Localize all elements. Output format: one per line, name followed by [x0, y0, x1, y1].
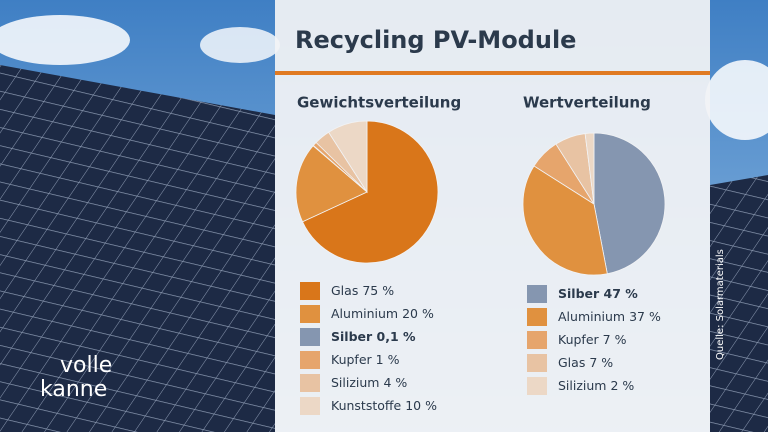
legend-label: Glas 7 % [558, 355, 613, 370]
chart-title: Gewichtsverteilung [297, 94, 461, 112]
legend-swatch [300, 351, 320, 369]
pie-slice [301, 120, 439, 264]
legend-name: Silizium [558, 378, 607, 393]
legend-label: Aluminium 37 % [558, 309, 661, 324]
legend-label: Kunststoffe 10 % [331, 398, 437, 413]
cloud [200, 27, 280, 63]
legend-value: 7 % [603, 332, 627, 347]
legend-value: 7 % [589, 355, 613, 370]
legend-value: 37 % [629, 309, 661, 324]
legend-label: Kupfer 1 % [331, 352, 400, 367]
legend-value: 20 % [402, 306, 434, 321]
legend-swatch [527, 285, 547, 303]
legend-swatch [527, 377, 547, 395]
legend-label: Aluminium 20 % [331, 306, 434, 321]
logo: volle [60, 353, 112, 378]
legend-name: Kupfer [331, 352, 373, 367]
legend-name: Kunststoffe [331, 398, 402, 413]
pie-slice [522, 165, 608, 276]
legend-label: Silizium 4 % [331, 375, 407, 390]
legend-name: Silber [331, 329, 373, 344]
legend-label: Glas 75 % [331, 283, 394, 298]
solar-panels [0, 65, 275, 432]
legend-label: Silizium 2 % [558, 378, 634, 393]
legend-value: 1 % [376, 352, 400, 367]
legend-name: Aluminium [558, 309, 625, 324]
legend-value: 2 % [610, 378, 634, 393]
legend-name: Silizium [331, 375, 380, 390]
legend-value: 75 % [362, 283, 394, 298]
legend-value: 4 % [383, 375, 407, 390]
cloud [0, 15, 130, 65]
chart-title: Wertverteilung [523, 94, 651, 112]
legend-swatch [300, 305, 320, 323]
cloud [705, 60, 768, 140]
pie-slice [328, 120, 368, 194]
pie-slice [295, 145, 368, 223]
charts: Gewichtsverteilung Glas 75 % Aluminium 20 … [295, 94, 666, 415]
legend-name: Glas [331, 283, 358, 298]
legend-value: 0,1 % [377, 329, 416, 344]
legend-swatch [527, 308, 547, 326]
legend-label: Kupfer 7 % [558, 332, 627, 347]
source: Quelle: Solarmaterials [715, 249, 726, 360]
legend-label: Silber 0,1 % [331, 329, 416, 344]
legend-value: 10 % [405, 398, 437, 413]
pie-slice [584, 132, 595, 205]
pie-slice [593, 132, 666, 275]
legend-swatch [300, 397, 320, 415]
title: Recycling PV-Module [295, 26, 576, 54]
legend-label: Silber 47 % [558, 286, 638, 301]
title-rule [275, 71, 710, 75]
legend-swatch [527, 354, 547, 372]
solar-panels [710, 175, 768, 432]
legend-name: Glas [558, 355, 585, 370]
legend-swatch [300, 282, 320, 300]
legend-swatch [300, 374, 320, 392]
legend-name: Silber [558, 286, 600, 301]
legend-name: Aluminium [331, 306, 398, 321]
legend-value: 47 % [604, 286, 639, 301]
logo: kanne [40, 377, 107, 402]
legend-swatch [300, 328, 320, 346]
legend-swatch [527, 331, 547, 349]
legend-name: Kupfer [558, 332, 600, 347]
